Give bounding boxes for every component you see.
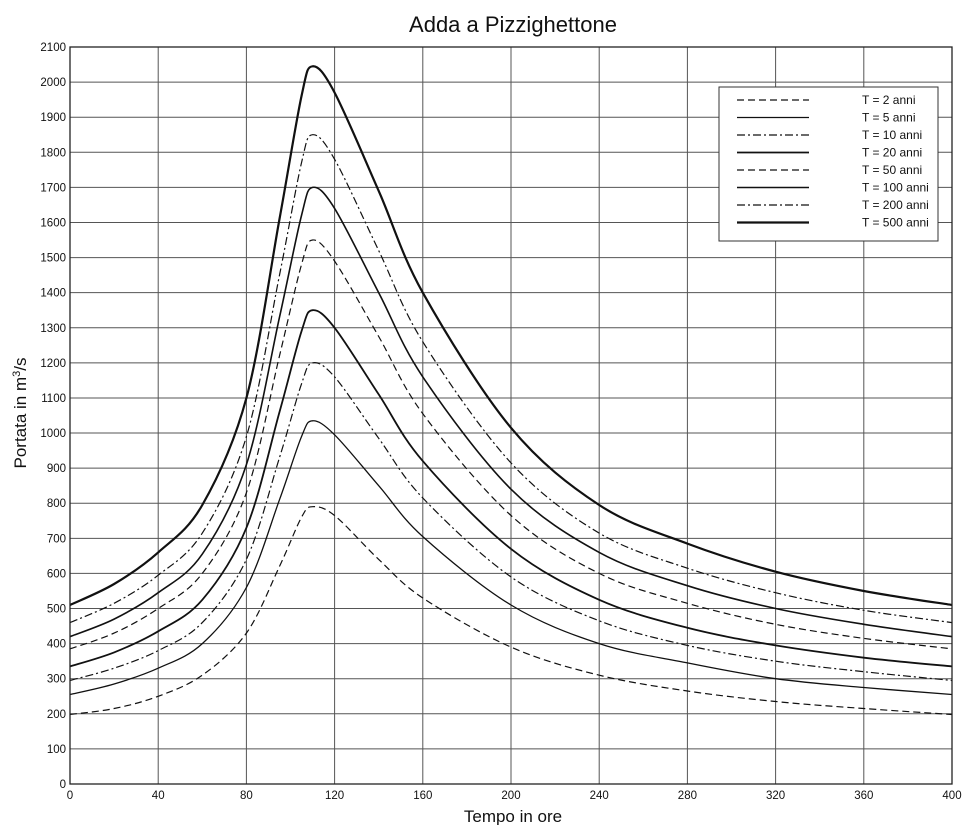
x-tick-labels: 0 40 80 120 160 200 240 280 320 360 400 <box>67 790 962 802</box>
y-tick-label: 1700 <box>40 182 66 194</box>
y-axis-label-superscript: 3 <box>11 371 23 377</box>
y-tick-label: 300 <box>47 674 66 686</box>
legend-label: T = 5 anni <box>862 111 915 125</box>
y-tick-label: 1100 <box>41 393 66 405</box>
y-axis-label-suffix: /s <box>11 357 30 370</box>
x-tick-label: 160 <box>413 790 432 802</box>
y-tick-label: 2000 <box>40 77 66 89</box>
chart-title: Adda a Pizzighettone <box>409 12 617 37</box>
x-tick-label: 320 <box>766 790 785 802</box>
y-tick-label: 200 <box>47 709 66 721</box>
y-tick-label: 900 <box>47 463 66 475</box>
y-tick-label: 700 <box>47 533 66 545</box>
x-tick-label: 200 <box>501 790 520 802</box>
y-tick-labels: 0 100 200 300 400 500 600 700 800 900 1000 1100 1200… <box>40 42 66 791</box>
series-line-7 <box>69 134 953 624</box>
legend-label: T = 50 anni <box>862 163 922 177</box>
x-tick-label: 120 <box>325 790 344 802</box>
x-tick-label: 40 <box>152 790 165 802</box>
y-tick-label: 2100 <box>40 42 66 54</box>
y-tick-label: 1600 <box>40 217 66 229</box>
series-line-5 <box>69 239 953 650</box>
y-tick-label: 1400 <box>40 288 66 300</box>
legend-box <box>718 86 939 242</box>
y-tick-label: 1800 <box>40 147 66 159</box>
series-line-6 <box>69 186 953 638</box>
x-tick-label: 360 <box>854 790 873 802</box>
legend-label: T = 2 anni <box>862 93 915 107</box>
y-tick-label: 500 <box>47 604 66 616</box>
y-tick-label: 1200 <box>40 358 66 370</box>
y-tick-label: 0 <box>60 779 66 791</box>
x-tick-label: 400 <box>942 790 961 802</box>
x-axis-label: Tempo in ore <box>464 807 562 825</box>
legend-label: T = 200 anni <box>862 198 929 212</box>
series-line-8 <box>69 65 953 607</box>
x-tick-label: 240 <box>590 790 609 802</box>
series-lines <box>69 65 953 716</box>
x-tick-label: 80 <box>240 790 253 802</box>
legend: T = 2 anni T = 5 anni T = 10 anni T = 20 an… <box>718 86 939 242</box>
legend-label: T = 10 anni <box>862 128 922 142</box>
y-tick-label: 600 <box>47 568 66 580</box>
y-axis-label-prefix: Portata in m <box>11 377 30 469</box>
plot-frame <box>69 46 953 785</box>
y-axis-label: Portata in m3/s <box>11 357 30 468</box>
x-tick-label: 0 <box>67 790 73 802</box>
y-tick-label: 1300 <box>40 323 66 335</box>
legend-label: T = 500 anni <box>862 216 929 230</box>
x-tick-label: 280 <box>678 790 697 802</box>
series-line-4 <box>69 309 953 668</box>
series-line-2 <box>69 420 953 696</box>
y-tick-label: 100 <box>47 744 66 756</box>
series-line-1 <box>69 506 953 716</box>
y-tick-label: 1900 <box>40 112 66 124</box>
y-tick-label: 800 <box>47 498 66 510</box>
y-tick-label: 400 <box>47 639 66 651</box>
legend-label: T = 100 anni <box>862 181 929 195</box>
series-line-3 <box>69 362 953 682</box>
y-tick-label: 1500 <box>40 253 66 265</box>
legend-label: T = 20 anni <box>862 146 922 160</box>
y-tick-label: 1000 <box>40 428 66 440</box>
